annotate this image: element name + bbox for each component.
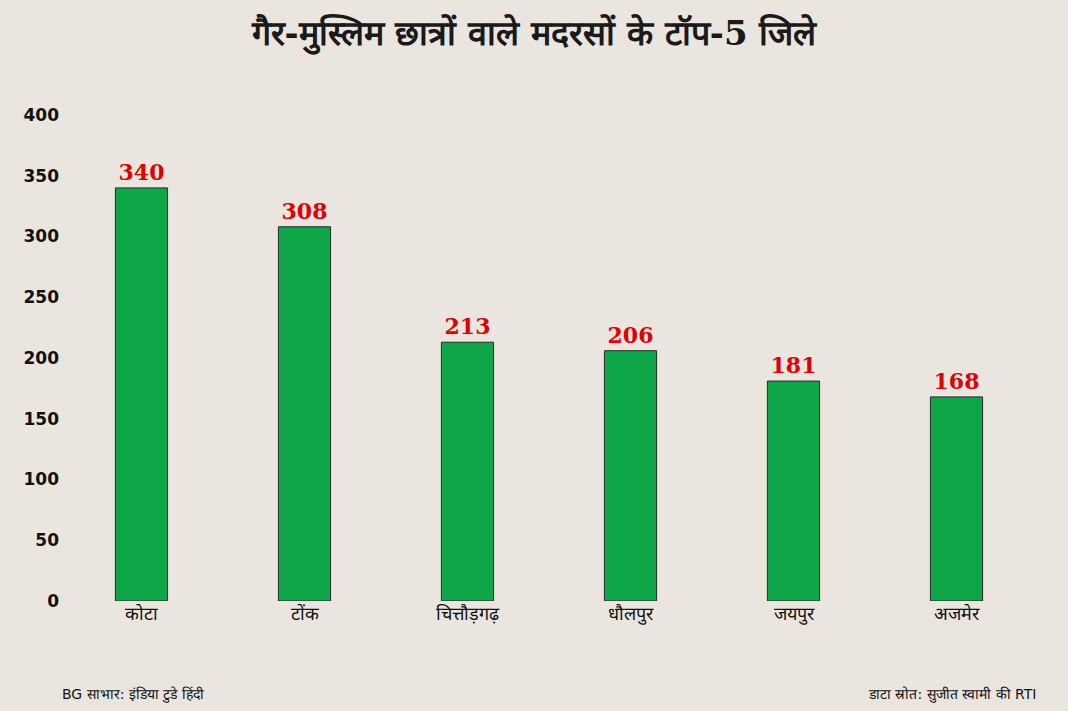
svg-text:गैर-मुस्लिम छात्रों वाले मदरसो: गैर-मुस्लिम छात्रों वाले मदरसों के टॉप-5…	[251, 13, 819, 55]
svg-text:जयपुर: जयपुर	[774, 603, 815, 625]
svg-text:300: 300	[24, 226, 60, 246]
svg-text:400: 400	[24, 105, 60, 125]
svg-text:150: 150	[24, 409, 60, 429]
svg-text:टोंक: टोंक	[291, 603, 320, 624]
svg-text:50: 50	[35, 530, 59, 550]
svg-text:200: 200	[24, 348, 60, 368]
svg-text:0: 0	[47, 591, 59, 611]
svg-text:168: 168	[934, 368, 980, 394]
svg-text:100: 100	[24, 469, 60, 489]
svg-text:206: 206	[608, 322, 654, 348]
svg-text:अजमेर: अजमेर	[934, 603, 980, 624]
svg-text:181: 181	[771, 352, 817, 378]
svg-text:कोटा: कोटा	[125, 603, 158, 624]
svg-text:धौलपुर: धौलपुर	[608, 603, 654, 625]
svg-text:डाटा स्रोत: सुजीत स्वामी की RT: डाटा स्रोत: सुजीत स्वामी की RTI	[868, 686, 1036, 703]
svg-text:चित्तौड़गढ़: चित्तौड़गढ़	[436, 603, 500, 624]
svg-text:308: 308	[282, 198, 328, 224]
svg-text:213: 213	[445, 313, 491, 339]
svg-text:350: 350	[24, 166, 60, 186]
svg-text:BG साभार: इंडिया टुडे हिंदी: BG साभार: इंडिया टुडे हिंदी	[62, 686, 204, 703]
svg-text:340: 340	[119, 159, 165, 185]
svg-text:250: 250	[24, 287, 60, 307]
